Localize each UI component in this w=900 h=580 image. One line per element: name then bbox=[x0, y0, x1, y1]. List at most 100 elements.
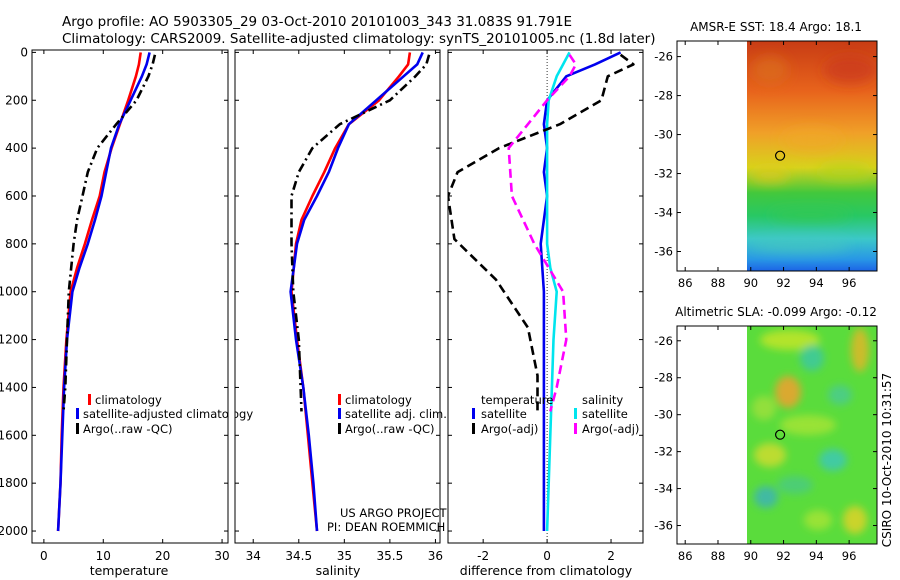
map-x-tick-label: 92 bbox=[776, 549, 791, 563]
title-line-1: Argo profile: AO 5903305_29 03-Oct-2010 … bbox=[62, 14, 572, 30]
sla-map-panel: Altimetric SLA: -0.099 Argo: -0.12 86 88 9… bbox=[654, 305, 878, 563]
legend-swatch-diff-sal-sat bbox=[574, 408, 577, 419]
legend-swatch-sal-climatology bbox=[338, 394, 341, 405]
series-line-salinity-satellite bbox=[545, 51, 571, 532]
temperature-panel: 0 200 400 600 800 1000 1200 1400 1600 1800 2000 0 10… bbox=[0, 45, 253, 578]
temperature-axes-frame bbox=[31, 49, 229, 544]
map-y-tick-label: -34 bbox=[654, 482, 673, 496]
map-y-tick-label: -32 bbox=[654, 167, 673, 181]
y-tick-label: 0 bbox=[20, 45, 28, 59]
legend-swatch-diff-temp-sat bbox=[472, 408, 475, 419]
map-x-tick-label: 90 bbox=[743, 276, 758, 290]
legend-swatch-diff-temp-argo bbox=[472, 423, 475, 434]
map-y-tick-label: -28 bbox=[654, 89, 673, 103]
x-tick-label: 10 bbox=[96, 549, 111, 563]
series-line-argo-raw-qc- bbox=[290, 54, 431, 412]
x-tick-label: 0 bbox=[543, 549, 551, 563]
map-x-tick-label: 92 bbox=[776, 276, 791, 290]
map-y-tick-label: -36 bbox=[654, 519, 673, 533]
map-x-tick-label: 94 bbox=[809, 276, 824, 290]
x-tick-label: 30 bbox=[214, 549, 229, 563]
series-line-salinity-argo-adj- bbox=[507, 54, 578, 412]
map-y-tick-label: -26 bbox=[654, 334, 673, 348]
sst-map-title: AMSR-E SST: 18.4 Argo: 18.1 bbox=[690, 20, 862, 34]
legend-label-diff-sal-sat: satellite bbox=[582, 407, 628, 421]
difference-axes-frame bbox=[447, 49, 644, 544]
map-y-tick-label: -32 bbox=[654, 445, 673, 459]
map-x-tick-label: 86 bbox=[678, 276, 693, 290]
title-line-2: Climatology: CARS2009. Satellite-adjuste… bbox=[62, 31, 655, 47]
sst-heatmap bbox=[747, 41, 877, 271]
salinity-xlabel: salinity bbox=[316, 563, 361, 578]
legend-label-diff-temp-sat: satellite bbox=[481, 407, 527, 421]
y-tick-label: 1600 bbox=[0, 428, 28, 442]
sst-map-panel: AMSR-E SST: 18.4 Argo: 18.1 86 88 90 92 94 96… bbox=[654, 20, 878, 290]
y-tick-label: 400 bbox=[5, 141, 28, 155]
map-x-tick-label: 96 bbox=[842, 549, 857, 563]
credit-line-2: PI: DEAN ROEMMICH bbox=[327, 520, 445, 534]
legend-swatch-sal-satellite bbox=[338, 408, 341, 419]
y-tick-label: 1000 bbox=[0, 285, 28, 299]
legend-swatch-satellite bbox=[76, 408, 79, 419]
legend-swatch-argo bbox=[76, 423, 79, 434]
x-tick-label: 34.5 bbox=[285, 549, 312, 563]
sla-map-title: Altimetric SLA: -0.099 Argo: -0.12 bbox=[675, 305, 877, 319]
map-y-tick-label: -28 bbox=[654, 371, 673, 385]
sst-map-frame bbox=[676, 40, 878, 272]
series-line-temperature-argo-adj- bbox=[448, 53, 635, 412]
legend-label-sal-satellite: satellite adj. clim. bbox=[345, 407, 447, 421]
map-y-tick-label: -26 bbox=[654, 50, 673, 64]
temperature-ticks: 0 200 400 600 800 1000 1200 1400 1600 1800 2000 0 10… bbox=[0, 45, 230, 563]
y-tick-label: 1800 bbox=[0, 476, 28, 490]
sla-argo-position-marker bbox=[774, 429, 786, 440]
salinity-ticks: 34 34.5 35 35.5 36 bbox=[235, 50, 443, 563]
series-line-climatology bbox=[56, 52, 142, 532]
map-y-tick-label: -30 bbox=[654, 128, 673, 142]
map-y-tick-label: -30 bbox=[654, 408, 673, 422]
series-line-satellite-adj-clim- bbox=[289, 51, 424, 532]
x-tick-label: 20 bbox=[155, 549, 170, 563]
salinity-axes-frame bbox=[234, 49, 441, 544]
series-line-argo-raw-qc- bbox=[62, 54, 157, 412]
legend-label-climatology: climatology bbox=[95, 393, 162, 407]
legend-label-diff-sal-argo: Argo(-adj) bbox=[582, 422, 639, 436]
legend-swatch-diff-sal-argo bbox=[574, 423, 577, 434]
legend-swatch-climatology bbox=[88, 394, 91, 405]
legend-header-temperature: temperature bbox=[481, 393, 553, 407]
sla-heatmap bbox=[747, 326, 877, 544]
map-x-tick-label: 94 bbox=[809, 549, 824, 563]
difference-panel: -2 0 2 difference from climatology tempera… bbox=[447, 49, 644, 578]
temperature-legend: climatology satellite-adjusted climatolo… bbox=[76, 393, 253, 436]
y-tick-label: 2000 bbox=[0, 524, 28, 538]
sst-argo-position-marker bbox=[774, 150, 786, 161]
salinity-legend: climatology satellite adj. clim. Argo(..… bbox=[338, 393, 447, 436]
legend-label-diff-temp-argo: Argo(-adj) bbox=[481, 422, 538, 436]
legend-label-sal-argo: Argo(..raw -QC) bbox=[345, 422, 435, 436]
credit-line-1: US ARGO PROJECT bbox=[340, 506, 448, 520]
map-x-tick-label: 88 bbox=[711, 549, 726, 563]
x-tick-label: -2 bbox=[477, 549, 489, 563]
difference-lines bbox=[448, 50, 635, 543]
map-x-tick-label: 86 bbox=[678, 549, 693, 563]
legend-swatch-sal-argo bbox=[338, 423, 341, 434]
legend-label-sal-climatology: climatology bbox=[345, 393, 412, 407]
y-tick-label: 200 bbox=[5, 93, 28, 107]
x-tick-label: 35 bbox=[337, 549, 352, 563]
legend-label-argo: Argo(..raw -QC) bbox=[83, 422, 173, 436]
map-x-tick-label: 90 bbox=[743, 549, 758, 563]
map-x-tick-label: 88 bbox=[711, 276, 726, 290]
map-y-tick-label: -36 bbox=[654, 245, 673, 259]
difference-ticks: -2 0 2 bbox=[448, 50, 643, 563]
map-y-tick-label: -34 bbox=[654, 206, 673, 220]
x-tick-label: 0 bbox=[40, 549, 48, 563]
series-line-satellite-adjusted-climatology bbox=[56, 52, 151, 532]
x-tick-label: 36 bbox=[428, 549, 443, 563]
timestamp-label: CSIRO 10-Oct-2010 10:31:57 bbox=[880, 373, 894, 547]
y-tick-label: 600 bbox=[5, 189, 28, 203]
difference-legend: temperature salinity satellite Argo(-adj… bbox=[472, 393, 639, 436]
y-tick-label: 800 bbox=[5, 237, 28, 251]
temperature-xlabel: temperature bbox=[90, 563, 169, 578]
sla-map-ticks: 86 88 90 92 94 96 -26 -28 -30 -32 -34 -36 bbox=[654, 326, 877, 563]
difference-xlabel: difference from climatology bbox=[460, 563, 633, 578]
